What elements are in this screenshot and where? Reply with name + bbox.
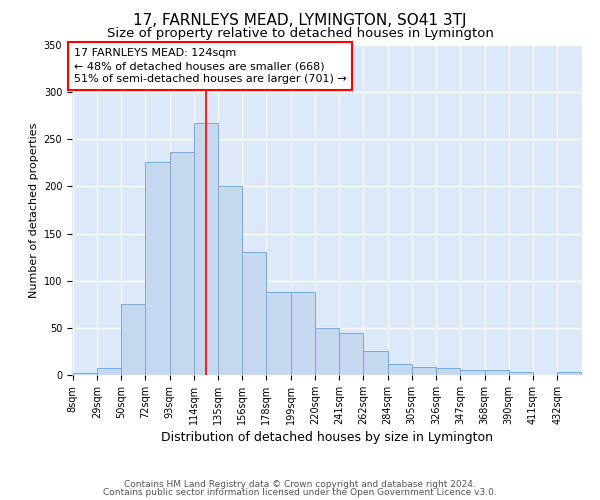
Bar	[97, 368, 121, 375]
Bar	[145, 162, 170, 375]
Bar	[242, 252, 266, 375]
Bar	[509, 372, 533, 375]
Bar	[485, 370, 509, 375]
Bar	[170, 152, 194, 375]
Bar	[364, 352, 388, 375]
Bar	[266, 292, 290, 375]
Text: Size of property relative to detached houses in Lymington: Size of property relative to detached ho…	[107, 28, 493, 40]
Bar	[436, 368, 460, 375]
Bar	[315, 328, 339, 375]
Bar	[218, 186, 242, 375]
Bar	[121, 304, 145, 375]
X-axis label: Distribution of detached houses by size in Lymington: Distribution of detached houses by size …	[161, 431, 493, 444]
Bar	[73, 373, 97, 375]
Bar	[388, 364, 412, 375]
Bar	[460, 370, 485, 375]
Text: Contains public sector information licensed under the Open Government Licence v3: Contains public sector information licen…	[103, 488, 497, 497]
Bar	[339, 332, 364, 375]
Text: Contains HM Land Registry data © Crown copyright and database right 2024.: Contains HM Land Registry data © Crown c…	[124, 480, 476, 489]
Bar	[412, 366, 436, 375]
Bar	[194, 124, 218, 375]
Bar	[557, 372, 581, 375]
Text: 17, FARNLEYS MEAD, LYMINGTON, SO41 3TJ: 17, FARNLEYS MEAD, LYMINGTON, SO41 3TJ	[133, 12, 467, 28]
Y-axis label: Number of detached properties: Number of detached properties	[29, 122, 40, 298]
Text: 17 FARNLEYS MEAD: 124sqm
← 48% of detached houses are smaller (668)
51% of semi-: 17 FARNLEYS MEAD: 124sqm ← 48% of detach…	[74, 48, 346, 84]
Bar	[290, 292, 315, 375]
